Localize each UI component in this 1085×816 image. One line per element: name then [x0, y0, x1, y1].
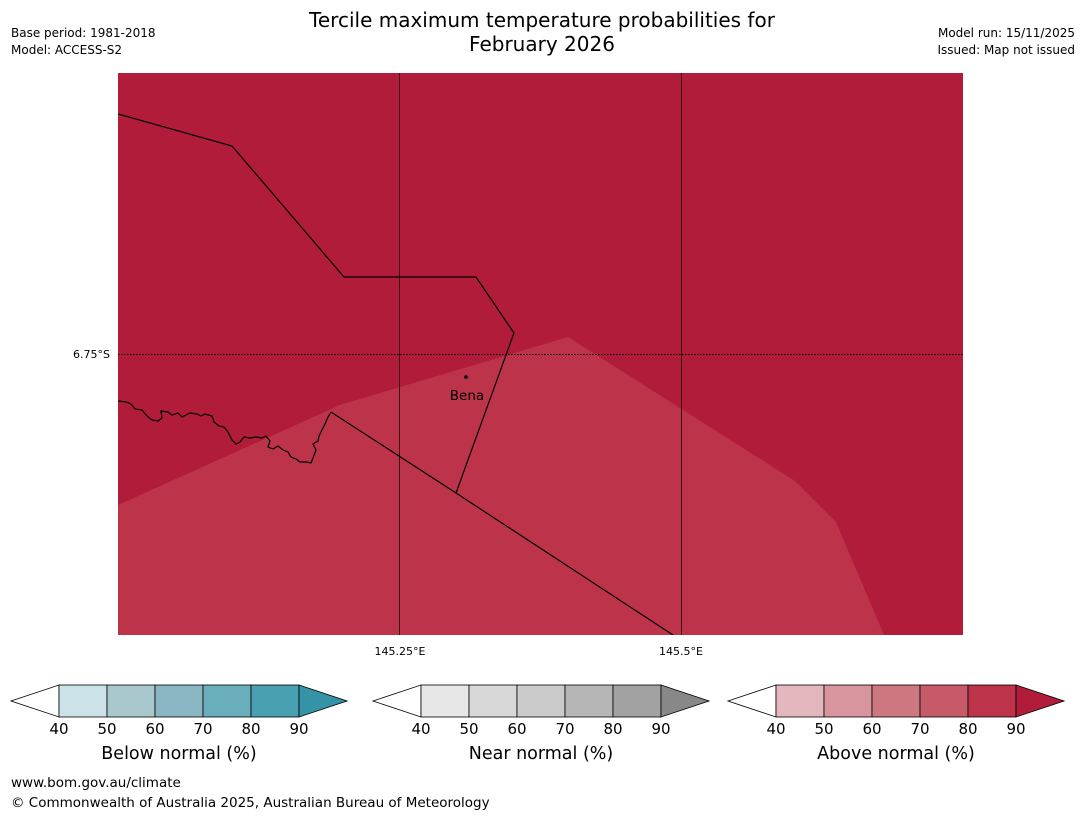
- colorbar-tick-label: 50: [814, 720, 834, 738]
- colorbar-segment: [919, 684, 969, 718]
- below-normal-ticks: 40 50 60 70 80 90: [10, 720, 348, 740]
- footer-copyright: © Commonwealth of Australia 2025, Austra…: [11, 795, 490, 811]
- colorbar-extend-high: [660, 684, 711, 718]
- near-normal-label: Near normal (%): [468, 744, 614, 764]
- colorbar-tick-label: 70: [555, 720, 575, 738]
- colorbar-tick-label: 60: [862, 720, 882, 738]
- colorbar-tick-label: 50: [459, 720, 479, 738]
- below-normal-legend: 40 50 60 70 80 90 Below normal (%): [9, 684, 349, 764]
- bena-label: Bena: [450, 388, 484, 404]
- below-normal-colorbar: [9, 684, 349, 718]
- colorbar-segment: [612, 684, 662, 718]
- bena-marker[interactable]: [464, 375, 468, 379]
- base-period: Base period: 1981-2018: [11, 26, 156, 40]
- colorbar-extend-high: [298, 684, 349, 718]
- below-normal-label: Below normal (%): [101, 744, 257, 764]
- colorbar-extend-low: [726, 684, 777, 718]
- colorbar-segment: [250, 684, 300, 718]
- footer-url[interactable]: www.bom.gov.au/climate: [11, 775, 181, 791]
- above-normal-region-80: [118, 337, 884, 635]
- colorbar-tick-label: 40: [411, 720, 431, 738]
- colorbar-segment: [516, 684, 566, 718]
- near-normal-legend: 40 50 60 70 80 90 Near normal (%): [371, 684, 711, 764]
- colorbar-tick-label: 50: [97, 720, 117, 738]
- province-boundary: [118, 113, 515, 494]
- colorbar-extend-high: [1015, 684, 1066, 718]
- province-boundary-south: [330, 411, 674, 635]
- colorbar-segment: [154, 684, 204, 718]
- title-line-2: February 2026: [469, 32, 615, 56]
- colorbar-tick-label: 60: [507, 720, 527, 738]
- above-normal-colorbar: [726, 684, 1066, 718]
- colorbar-tick-label: 90: [1006, 720, 1026, 738]
- colorbar-segment: [202, 684, 252, 718]
- colorbar-segment: [420, 684, 470, 718]
- colorbar-tick-label: 70: [910, 720, 930, 738]
- longitude-label-145-25: 145.25°E: [375, 645, 426, 658]
- colorbar-extend-low: [371, 684, 422, 718]
- longitude-label-145-5: 145.5°E: [659, 645, 703, 658]
- footer: www.bom.gov.au/climate © Commonwealth of…: [11, 773, 490, 813]
- colorbar-tick-label: 40: [766, 720, 786, 738]
- colorbar-tick-label: 70: [193, 720, 213, 738]
- colorbar-tick-label: 90: [289, 720, 309, 738]
- colorbar-tick-label: 80: [241, 720, 261, 738]
- colorbar-segment: [871, 684, 921, 718]
- model-run: Model run: 15/11/2025: [937, 26, 1075, 40]
- header-metadata-right: Model run: 15/11/2025 Issued: Map not is…: [937, 25, 1075, 59]
- colorbar-tick-label: 40: [49, 720, 69, 738]
- above-normal-ticks: 40 50 60 70 80 90: [727, 720, 1065, 740]
- colorbar-segment: [775, 684, 825, 718]
- river-line: [118, 400, 332, 464]
- colorbar-tick-label: 60: [145, 720, 165, 738]
- colorbar-extend-low: [9, 684, 60, 718]
- latitude-label: 6.75°S: [73, 348, 110, 361]
- probability-map[interactable]: Bena 6.75°S 145.25°E 145.5°E: [0, 0, 1085, 660]
- colorbar-tick-label: 80: [958, 720, 978, 738]
- near-normal-colorbar: [371, 684, 711, 718]
- near-normal-ticks: 40 50 60 70 80 90: [372, 720, 710, 740]
- colorbar-tick-label: 90: [651, 720, 671, 738]
- map-title: Tercile maximum temperature probabilitie…: [242, 8, 842, 56]
- model-name: Model: ACCESS-S2: [11, 43, 123, 57]
- title-line-1: Tercile maximum temperature probabilitie…: [309, 8, 775, 32]
- header-metadata-left: Base period: 1981-2018 Model: ACCESS-S2: [11, 25, 156, 59]
- colorbar-segment: [823, 684, 873, 718]
- colorbar-segment: [58, 684, 108, 718]
- issued-status: Issued: Map not issued: [937, 43, 1075, 57]
- above-normal-label: Above normal (%): [817, 744, 975, 764]
- above-normal-legend: 40 50 60 70 80 90 Above normal (%): [726, 684, 1066, 764]
- colorbar-segment: [967, 684, 1017, 718]
- colorbar-segment: [106, 684, 156, 718]
- colorbar-tick-label: 80: [603, 720, 623, 738]
- colorbar-segment: [564, 684, 614, 718]
- colorbar-segment: [468, 684, 518, 718]
